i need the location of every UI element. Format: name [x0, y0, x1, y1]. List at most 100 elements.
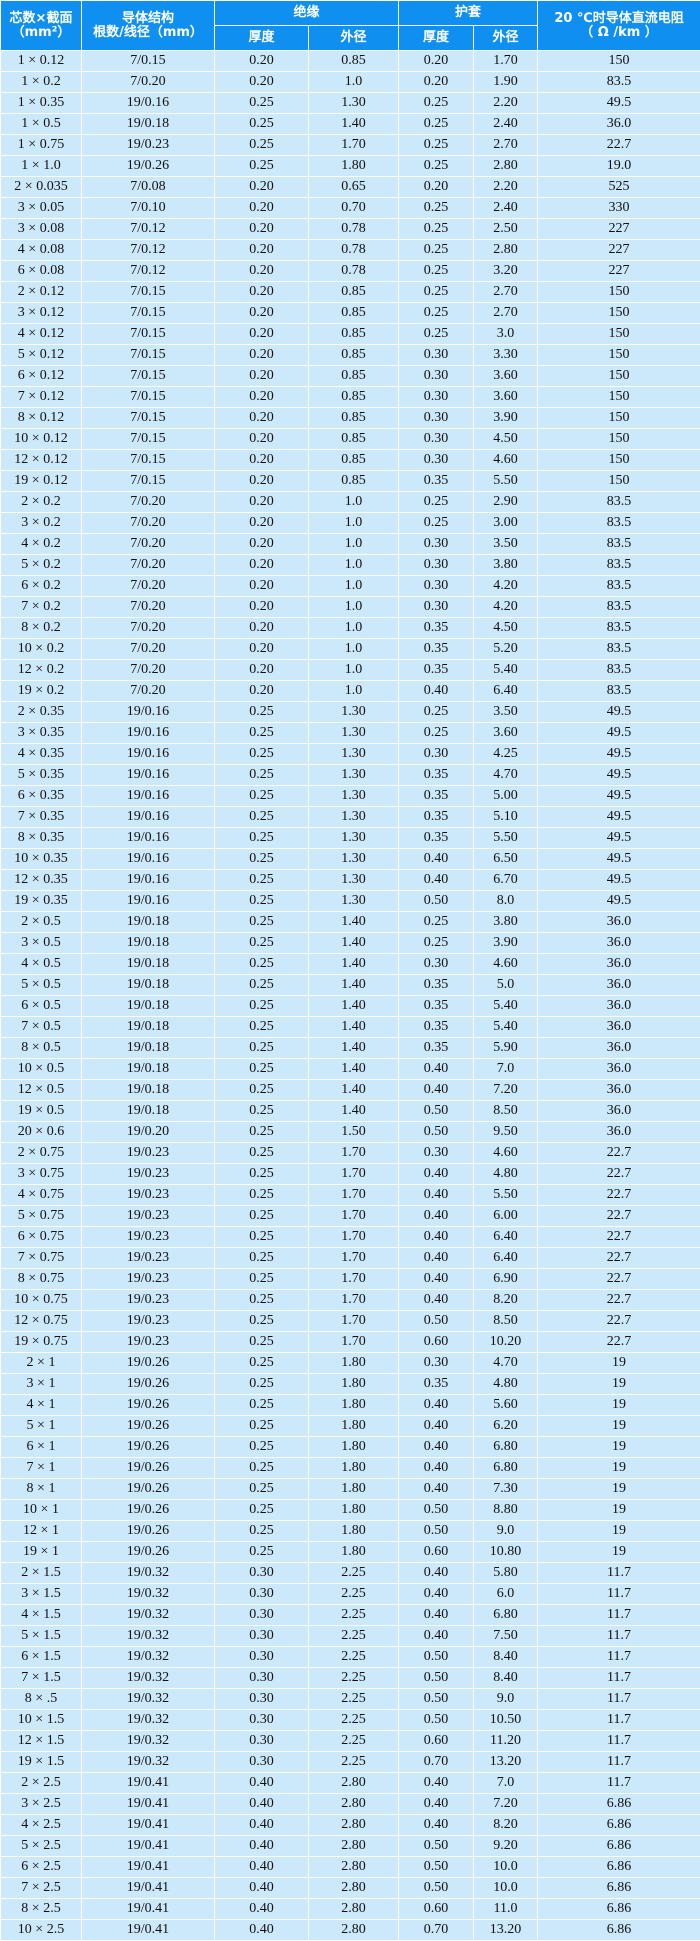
table-cell: 11.7: [537, 1667, 700, 1689]
table-row: 1 × 1.0 19/0.26 0.25 1.80 0.25 2.80 19.0: [0, 155, 700, 177]
table-cell: 2.80: [307, 1772, 400, 1794]
table-row: 12 × 1 19/0.26 0.25 1.80 0.50 9.0 19: [0, 1520, 700, 1542]
table-row: 20 × 0.6 19/0.20 0.25 1.50 0.50 9.50 36.0: [0, 1121, 700, 1143]
table-cell: 4.20: [473, 575, 539, 597]
table-row: 10 × 0.5 19/0.18 0.25 1.40 0.40 7.0 36.0: [0, 1058, 700, 1080]
table-cell: 6.40: [473, 1226, 539, 1248]
table-cell: 1.0: [307, 638, 400, 660]
table-row: 19 × 0.12 7/0.15 0.20 0.85 0.35 5.50 150: [0, 470, 700, 492]
table-cell: 2.80: [307, 1856, 400, 1878]
table-cell: 49.5: [537, 92, 700, 114]
table-cell: 3.60: [473, 365, 539, 387]
table-cell: 1.30: [307, 743, 400, 765]
table-cell: 1.30: [307, 92, 400, 114]
table-row: 4 × 0.08 7/0.12 0.20 0.78 0.25 2.80 227: [0, 239, 700, 261]
table-cell: 0.20: [214, 344, 309, 366]
table-cell: 83.5: [537, 533, 700, 555]
table-cell: 1.0: [307, 575, 400, 597]
table-cell: 19/0.23: [81, 1331, 215, 1353]
table-cell: 8 × 0.2: [0, 617, 82, 639]
table-row: 3 × 0.75 19/0.23 0.25 1.70 0.40 4.80 22.7: [0, 1163, 700, 1185]
table-cell: 0.25: [398, 113, 475, 135]
table-cell: 19/0.16: [81, 848, 215, 870]
table-row: 3 × 0.2 7/0.20 0.20 1.0 0.25 3.00 83.5: [0, 512, 700, 534]
table-cell: 7/0.10: [81, 197, 215, 219]
table-cell: 36.0: [537, 974, 700, 996]
table-cell: 0.40: [398, 1772, 475, 1794]
table-cell: 3 × 1: [0, 1373, 82, 1395]
table-cell: 0.25: [214, 1415, 309, 1437]
table-cell: 6.86: [537, 1856, 700, 1878]
table-cell: 0.30: [214, 1709, 309, 1731]
table-cell: 0.20: [214, 491, 309, 513]
table-cell: 7.20: [473, 1793, 539, 1815]
table-cell: 5 × 0.35: [0, 764, 82, 786]
table-cell: 19/0.16: [81, 722, 215, 744]
table-cell: 11.7: [537, 1604, 700, 1626]
table-cell: 1.40: [307, 1037, 400, 1059]
table-cell: 19/0.18: [81, 995, 215, 1017]
table-cell: 5.50: [473, 470, 539, 492]
table-cell: 7/0.15: [81, 365, 215, 387]
table-cell: 19/0.32: [81, 1709, 215, 1731]
table-cell: 6.86: [537, 1835, 700, 1857]
table-row: 19 × 0.5 19/0.18 0.25 1.40 0.50 8.50 36.0: [0, 1100, 700, 1122]
table-cell: 19/0.18: [81, 1037, 215, 1059]
table-cell: 1.80: [307, 1436, 400, 1458]
table-cell: 8 × 0.35: [0, 827, 82, 849]
table-cell: 36.0: [537, 1016, 700, 1038]
table-cell: 6.40: [473, 1247, 539, 1269]
table-cell: 0.35: [398, 638, 475, 660]
table-row: 3 × 2.5 19/0.41 0.40 2.80 0.40 7.20 6.86: [0, 1793, 700, 1815]
table-row: 7 × 0.5 19/0.18 0.25 1.40 0.35 5.40 36.0: [0, 1016, 700, 1038]
table-cell: 1 × 0.35: [0, 92, 82, 114]
table-row: 7 × 0.75 19/0.23 0.25 1.70 0.40 6.40 22.7: [0, 1247, 700, 1269]
table-cell: 0.50: [398, 1877, 475, 1899]
table-cell: 19/0.32: [81, 1562, 215, 1584]
table-cell: 5.80: [473, 1562, 539, 1584]
table-cell: 1.0: [307, 596, 400, 618]
table-cell: 36.0: [537, 911, 700, 933]
table-cell: 1.80: [307, 1478, 400, 1500]
table-cell: 19/0.18: [81, 1058, 215, 1080]
table-cell: 19 × 0.35: [0, 890, 82, 912]
table-row: 8 × .5 19/0.32 0.30 2.25 0.50 9.0 11.7: [0, 1688, 700, 1710]
table-row: 10 × 0.12 7/0.15 0.20 0.85 0.30 4.50 150: [0, 428, 700, 450]
table-cell: 0.85: [307, 470, 400, 492]
table-row: 19 × 0.35 19/0.16 0.25 1.30 0.50 8.0 49.5: [0, 890, 700, 912]
table-cell: 3 × 0.75: [0, 1163, 82, 1185]
header-row: 厚度 外径 厚度 外径: [1, 25, 700, 51]
table-cell: 7/0.15: [81, 344, 215, 366]
table-cell: 7/0.15: [81, 407, 215, 429]
table-cell: 19/0.18: [81, 932, 215, 954]
table-row: 3 × 0.12 7/0.15 0.20 0.85 0.25 2.70 150: [0, 302, 700, 324]
table-cell: 1 × 0.2: [0, 71, 82, 93]
table-cell: 0.20: [214, 302, 309, 324]
table-cell: 1.70: [307, 1184, 400, 1206]
table-cell: 0.25: [214, 869, 309, 891]
table-cell: 150: [537, 302, 700, 324]
table-cell: 8.80: [473, 1499, 539, 1521]
table-cell: 0.30: [398, 533, 475, 555]
table-cell: 1.40: [307, 1079, 400, 1101]
table-cell: 2.25: [307, 1583, 400, 1605]
table-cell: 6.70: [473, 869, 539, 891]
table-cell: 0.60: [398, 1331, 475, 1353]
table-cell: 8.50: [473, 1100, 539, 1122]
header-cell: 护套: [398, 0, 539, 26]
table-cell: 4 × 0.5: [0, 953, 82, 975]
header-cell: 导体结构 根数/线径（mm）: [81, 0, 215, 51]
table-cell: 19: [537, 1520, 700, 1542]
table-cell: 1.40: [307, 974, 400, 996]
table-cell: 19: [537, 1415, 700, 1437]
table-cell: 0.40: [398, 1226, 475, 1248]
header-unit: （mm²）: [11, 24, 71, 40]
table-cell: 0.40: [398, 1625, 475, 1647]
table-row: 2 × 0.12 7/0.15 0.20 0.85 0.25 2.70 150: [0, 281, 700, 303]
table-cell: 12 × 1.5: [0, 1730, 82, 1752]
table-cell: 19/0.23: [81, 1226, 215, 1248]
table-cell: 3 × 1.5: [0, 1583, 82, 1605]
table-cell: 1.30: [307, 827, 400, 849]
table-cell: 0.35: [398, 617, 475, 639]
table-cell: 0.25: [398, 323, 475, 345]
